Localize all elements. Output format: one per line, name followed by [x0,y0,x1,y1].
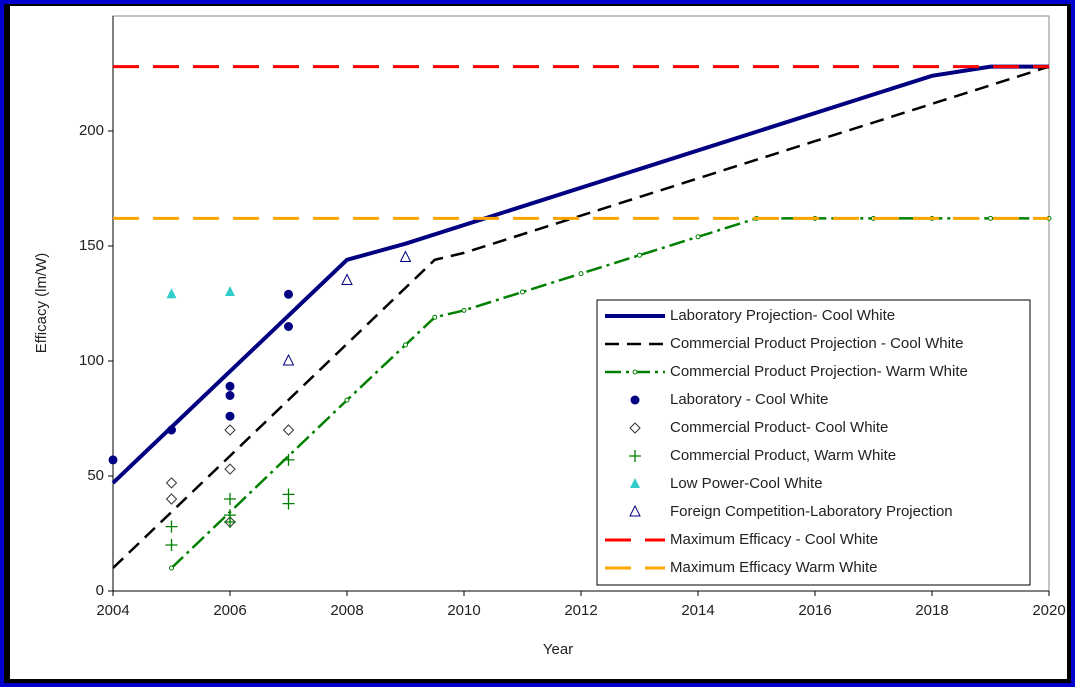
series-line [170,217,1049,569]
x-tick-label: 2014 [681,602,714,619]
point [225,286,235,296]
point [282,453,295,466]
point [344,397,350,403]
point [108,455,118,465]
point [282,424,295,436]
legend-label: Commercial Product Projection - Cool Whi… [670,335,963,352]
legend-label: Maximum Efficacy - Cool White [670,531,878,548]
legend-label: Maximum Efficacy Warm White [670,559,878,576]
legend-label: Commercial Product Projection- Warm Whit… [670,363,968,380]
legend-marker [629,422,641,434]
point [520,289,525,295]
y-tick-label: 200 [79,122,104,139]
legend-marker [632,369,638,375]
point [165,477,178,489]
point [165,539,178,551]
y-axis-label: Efficacy (lm/W) [33,253,50,354]
point [166,288,177,299]
legend-label: Laboratory Projection- Cool White [670,307,895,324]
y-tick-label: 50 [87,467,104,484]
legend-marker [630,395,640,405]
legend-label: Commercial Product, Warm White [670,447,896,464]
point [284,289,293,299]
point [341,273,353,285]
x-tick-label: 2020 [1032,602,1065,619]
point [403,342,408,348]
point [695,234,701,240]
point [224,493,236,505]
point [225,391,235,400]
y-tick-label: 150 [79,237,104,254]
legend-label: Commercial Product- Cool White [670,419,888,436]
legend-label: Low Power-Cool White [670,475,823,492]
legend-marker [629,504,641,517]
y-tick-label: 100 [79,352,104,369]
point [169,565,174,571]
point [988,215,993,221]
point [224,463,236,475]
legend-label: Laboratory - Cool White [670,391,828,408]
point [282,497,295,510]
point [284,322,293,331]
legend-marker [629,450,641,462]
point [637,252,642,258]
legend-marker [630,478,640,488]
point [399,250,412,262]
point [432,314,438,320]
x-tick-label: 2006 [213,602,246,619]
point [225,381,235,391]
x-tick-label: 2004 [96,602,129,619]
point [578,271,584,277]
legend [596,299,1031,586]
x-tick-label: 2016 [798,602,831,619]
x-tick-label: 2018 [915,602,948,619]
point [167,425,176,435]
x-tick-label: 2010 [447,602,480,619]
point [224,516,236,528]
x-tick-label: 2008 [330,602,363,619]
point [165,493,178,505]
y-tick-label: 0 [96,582,104,599]
point [282,353,295,366]
series-line [112,65,1050,569]
point [225,411,235,421]
x-axis-label: Year [543,641,573,658]
point [165,520,178,533]
legend-label: Foreign Competition-Laboratory Projectio… [670,503,953,520]
point [224,424,236,436]
point [461,307,467,313]
x-tick-label: 2012 [564,602,597,619]
